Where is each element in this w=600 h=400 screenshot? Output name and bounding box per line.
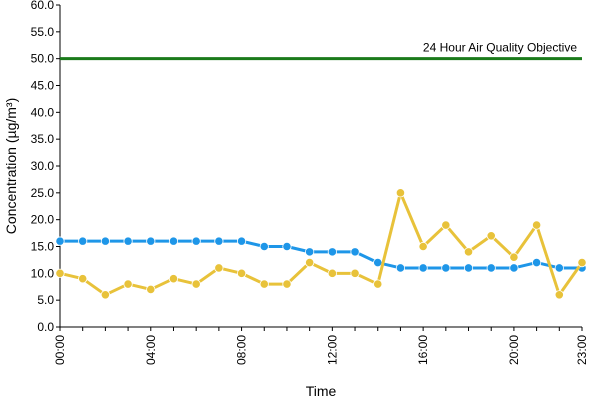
series-1-point: [100, 236, 110, 246]
series-2-point: [123, 279, 133, 289]
series-1-point: [441, 263, 451, 273]
series-1-point: [373, 257, 383, 268]
series-2-point: [282, 279, 292, 289]
series-2-point: [395, 188, 406, 198]
series-2-point: [350, 268, 360, 278]
series-2-point: [168, 274, 179, 284]
series-1-point: [418, 263, 428, 273]
series-2-point: [373, 279, 383, 289]
x-axis-title: Time: [306, 383, 337, 399]
y-tick-label: 45.0: [31, 79, 55, 93]
x-tick-label: 12:00: [325, 335, 339, 365]
series-1-point: [554, 263, 564, 273]
series-1-point: [350, 247, 360, 257]
series-2-point: [146, 284, 156, 295]
series-2-line: [59, 191, 584, 297]
series-1-point: [305, 247, 315, 257]
series-2-point: [214, 263, 224, 273]
series-1-point: [486, 263, 496, 273]
series-2-point: [236, 268, 247, 278]
series-2-point: [100, 290, 110, 300]
series-2-point: [486, 231, 496, 241]
y-tick-label: 30.0: [31, 159, 55, 173]
series-1-line: [60, 239, 582, 270]
series-2-point: [532, 220, 542, 230]
y-axis-ticks: 0.0 5.0 10.0 15.0 20.0 25.0 30.0 35.0 40.0 45.0 50…: [31, 0, 60, 334]
series-1-point: [123, 236, 133, 246]
y-tick-label: 55.0: [31, 25, 55, 39]
y-axis-title: Concentration (µg/m³): [3, 98, 19, 234]
series-1-point: [168, 236, 179, 246]
series-1-point: [259, 241, 269, 252]
series-2-point: [191, 279, 201, 289]
series-1-point: [191, 236, 201, 246]
series-1-point: [532, 257, 542, 268]
series-1-point: [146, 236, 156, 246]
series-1-point: [55, 236, 65, 246]
series-2-point: [78, 274, 88, 284]
x-tick-label: 04:00: [144, 335, 158, 365]
series-1-point: [509, 263, 519, 273]
y-tick-label: 60.0: [31, 0, 55, 12]
y-tick-label: 35.0: [31, 132, 55, 146]
y-tick-label: 40.0: [31, 105, 55, 119]
series-layer: [55, 188, 587, 300]
y-tick-label: 20.0: [31, 213, 55, 227]
series-1-point: [214, 236, 224, 246]
x-tick-label: 16:00: [416, 335, 430, 365]
series-1-point: [78, 236, 88, 246]
x-tick-label: 20:00: [507, 335, 521, 365]
series-2-point: [441, 220, 451, 230]
series-1-point: [236, 236, 247, 246]
x-axis-ticks: 00:00 04:00 08:00 12:00 16:00 20:00 23:00: [53, 327, 589, 365]
series-2-point: [305, 257, 315, 268]
series-1-point: [463, 263, 474, 273]
series-2-point: [55, 268, 65, 278]
reference-line-label: 24 Hour Air Quality Objective: [423, 41, 577, 55]
x-tick-label: 00:00: [53, 335, 67, 365]
series-2-point: [463, 247, 474, 257]
x-tick-label: 23:00: [575, 335, 589, 365]
y-tick-label: 15.0: [31, 240, 55, 254]
series-1-point: [327, 247, 337, 257]
series-2-point: [509, 252, 519, 262]
series-1-point: [395, 263, 406, 273]
series-1-point: [282, 241, 292, 252]
series-2-point: [259, 279, 269, 289]
x-tick-label: 08:00: [235, 335, 249, 365]
y-tick-label: 50.0: [31, 52, 55, 66]
y-tick-label: 0.0: [37, 320, 54, 334]
series-2-point: [418, 241, 428, 252]
y-tick-label: 10.0: [31, 266, 55, 280]
series-2-point: [554, 290, 564, 300]
y-tick-label: 25.0: [31, 186, 55, 200]
y-tick-label: 5.0: [37, 293, 54, 307]
series-2-point: [327, 268, 337, 278]
series-2-point: [577, 257, 587, 268]
